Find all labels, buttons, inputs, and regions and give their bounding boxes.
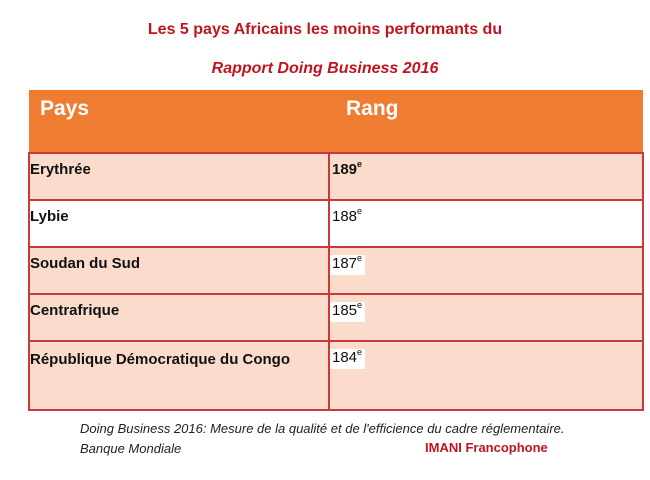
table-row: Centrafrique 185e <box>28 293 644 342</box>
rank-value: 189e <box>332 159 363 179</box>
document-subtitle: Rapport Doing Business 2016 <box>211 60 439 77</box>
country-cell: Centrafrique <box>28 293 330 342</box>
rank-cell: 187e <box>328 246 644 295</box>
rank-value: 188e <box>330 206 366 229</box>
table-caption: Doing Business 2016: Mesure de la qualit… <box>80 421 565 456</box>
ranking-table: Pays Rang Erythrée 189e Lybie 188e Souda… <box>28 90 644 411</box>
header-country: Pays <box>29 90 329 154</box>
document-title: Les 5 pays Africains les moins performan… <box>147 21 503 38</box>
rank-value: 184e <box>330 347 366 370</box>
rank-value: 187e <box>330 253 366 276</box>
country-cell: République Démocratique du Congo <box>28 340 330 411</box>
country-name: République Démocratique du Congo <box>30 351 291 369</box>
table-row: Lybie 188e <box>28 199 644 248</box>
source-credit: IMANI Francophone <box>425 440 548 455</box>
country-cell: Erythrée <box>28 152 330 201</box>
country-cell: Lybie <box>28 199 330 248</box>
rank-value: 185e <box>330 300 366 323</box>
rank-cell: 185e <box>328 293 644 342</box>
table-row: Soudan du Sud 187e <box>28 246 644 295</box>
rank-cell: 189e <box>328 152 644 201</box>
rank-cell: 184e <box>328 340 644 411</box>
table-row: République Démocratique du Congo 184e <box>28 340 644 411</box>
header-rank: Rang <box>329 90 643 154</box>
rank-cell: 188e <box>328 199 644 248</box>
table-row: Erythrée 189e <box>28 152 644 201</box>
table-header-row: Pays Rang <box>29 90 643 154</box>
country-cell: Soudan du Sud <box>28 246 330 295</box>
